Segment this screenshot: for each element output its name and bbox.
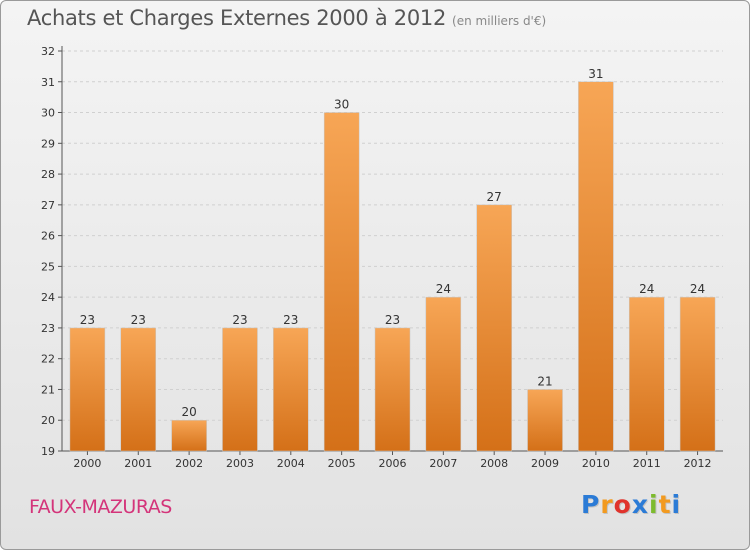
logo-letter: P	[581, 490, 601, 519]
x-tick-label: 2007	[429, 457, 457, 470]
data-label: 24	[436, 282, 451, 296]
x-tick-label: 2004	[277, 457, 305, 470]
y-tick-label: 22	[41, 353, 55, 366]
data-label: 23	[283, 313, 298, 327]
labels: 19 20 21 22 23 24 25 26 27 28 29 30 31 32 23 2000 23 2001…	[41, 45, 712, 470]
y-tick-label: 25	[41, 260, 55, 273]
y-tick-label: 28	[41, 168, 55, 181]
y-tick-label: 32	[41, 45, 55, 58]
bar	[120, 327, 157, 452]
x-tick-label: 2009	[531, 457, 559, 470]
y-tick-label: 20	[41, 414, 55, 427]
bar	[171, 419, 207, 452]
data-label: 23	[232, 313, 247, 327]
x-tick-label: 2003	[226, 457, 254, 470]
y-tick-label: 29	[41, 137, 55, 150]
y-tick-label: 23	[41, 322, 55, 335]
data-label: 23	[80, 313, 95, 327]
data-label: 23	[131, 313, 146, 327]
data-label: 20	[181, 405, 196, 419]
logo-letter: i	[649, 490, 659, 519]
x-tick-label: 2011	[633, 457, 661, 470]
bar	[273, 327, 309, 452]
y-tick-label: 19	[41, 445, 55, 458]
bar	[578, 81, 614, 452]
logo-letter: o	[613, 490, 632, 519]
bar	[425, 296, 462, 452]
chart-title-text: Achats et Charges Externes 2000 à 2012	[27, 6, 447, 30]
data-label: 23	[385, 313, 400, 327]
x-tick-label: 2006	[379, 457, 407, 470]
x-tick-label: 2010	[582, 457, 610, 470]
y-tick-label: 31	[41, 76, 55, 89]
bar	[628, 296, 665, 452]
data-label: 27	[487, 190, 502, 204]
y-tick-label: 27	[41, 199, 55, 212]
chart-title: Achats et Charges Externes 2000 à 2012 (e…	[27, 6, 546, 30]
data-label: 31	[588, 67, 603, 81]
x-tick-label: 2000	[73, 457, 101, 470]
y-tick-label: 26	[41, 230, 55, 243]
bar	[476, 204, 512, 452]
bar	[222, 327, 258, 452]
logo-letter: t	[658, 490, 672, 519]
y-tick-label: 21	[41, 383, 55, 396]
logo-letter: i	[671, 490, 682, 519]
data-label: 30	[334, 98, 349, 112]
x-tick-label: 2002	[175, 457, 203, 470]
data-label: 21	[537, 374, 552, 388]
bars	[69, 81, 716, 452]
bar	[69, 327, 106, 452]
logo-letter: x	[631, 490, 649, 519]
y-tick-label: 24	[41, 291, 55, 304]
town-name: FAUX-MAZURAS	[29, 496, 172, 518]
proxiti-logo[interactable]: Proxiti	[581, 490, 681, 519]
bar	[323, 112, 360, 452]
data-label: 24	[639, 282, 654, 296]
data-label: 24	[690, 282, 705, 296]
x-tick-label: 2008	[480, 457, 508, 470]
x-tick-label: 2005	[328, 457, 356, 470]
bar	[374, 327, 411, 452]
x-tick-label: 2001	[124, 457, 152, 470]
y-tick-label: 30	[41, 107, 55, 120]
bar	[527, 389, 563, 452]
chart-unit: (en milliers d'€)	[452, 14, 547, 28]
logo-letter: r	[600, 490, 614, 519]
x-tick-label: 2012	[684, 457, 712, 470]
bar	[679, 296, 716, 452]
